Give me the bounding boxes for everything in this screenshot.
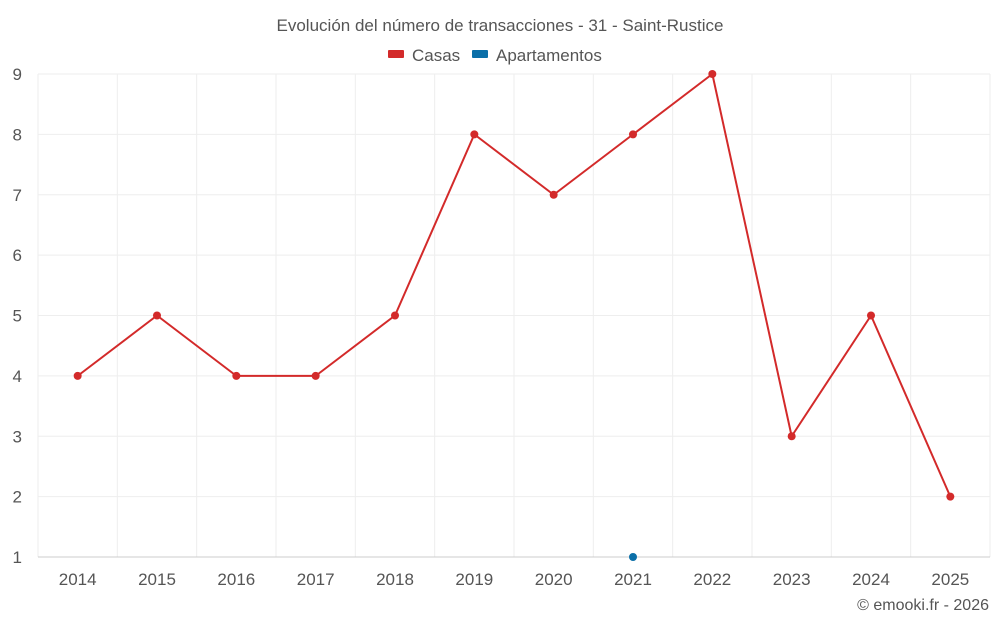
x-tick-label: 2019 [455,570,493,589]
data-point-casas[interactable] [708,70,717,78]
legend-item-casas[interactable]: Casas [388,46,460,65]
data-point-casas[interactable] [787,432,796,441]
grid [37,73,991,557]
y-tick-label: 2 [13,488,22,507]
x-tick-label: 2021 [614,570,652,589]
axes: 1 2 3 4 5 6 7 8 9 2014 2015 2016 2017 2018 2019 2020 202… [13,65,990,589]
legend-label-casas: Casas [412,46,460,65]
chart-title: Evolución del número de transacciones - … [277,16,724,35]
y-tick-label: 1 [13,548,22,567]
legend: Casas Apartamentos [388,46,602,65]
x-tick-label: 2024 [852,570,890,589]
y-tick-label: 5 [13,307,22,326]
x-tick-label: 2017 [297,570,335,589]
y-tick-label: 8 [13,125,22,144]
x-tick-label: 2016 [217,570,255,589]
y-tick-label: 7 [13,186,22,205]
legend-label-apartamentos: Apartamentos [496,46,602,65]
data-point-casas[interactable] [946,492,955,501]
data-point-casas[interactable] [629,130,637,139]
x-tick-label: 2014 [59,570,97,589]
y-tick-label: 3 [13,427,22,446]
x-tick-label: 2015 [138,570,176,589]
data-point-casas[interactable] [867,311,875,320]
x-tick-label: 2023 [773,570,811,589]
legend-swatch-apartamentos [472,50,488,58]
data-point-casas[interactable] [311,371,320,380]
data-point-casas[interactable] [153,311,161,320]
x-tick-label: 2020 [535,570,573,589]
credit-text: © emooki.fr - 2026 [857,597,989,614]
data-point-casas[interactable] [470,130,479,139]
series [73,70,955,561]
legend-item-apartamentos[interactable]: Apartamentos [472,46,602,65]
y-tick-label: 9 [13,65,22,84]
data-point-apartamentos[interactable] [629,553,637,561]
x-tick-label: 2025 [931,570,969,589]
y-tick-label: 6 [13,246,22,265]
data-point-casas[interactable] [73,371,82,380]
data-point-casas[interactable] [391,311,399,320]
data-point-casas[interactable] [549,190,558,199]
legend-swatch-casas [388,50,404,58]
x-tick-label: 2022 [693,570,731,589]
data-point-casas[interactable] [232,371,241,380]
y-tick-label: 4 [13,367,22,386]
series-line-casas [77,73,952,498]
x-tick-label: 2018 [376,570,414,589]
